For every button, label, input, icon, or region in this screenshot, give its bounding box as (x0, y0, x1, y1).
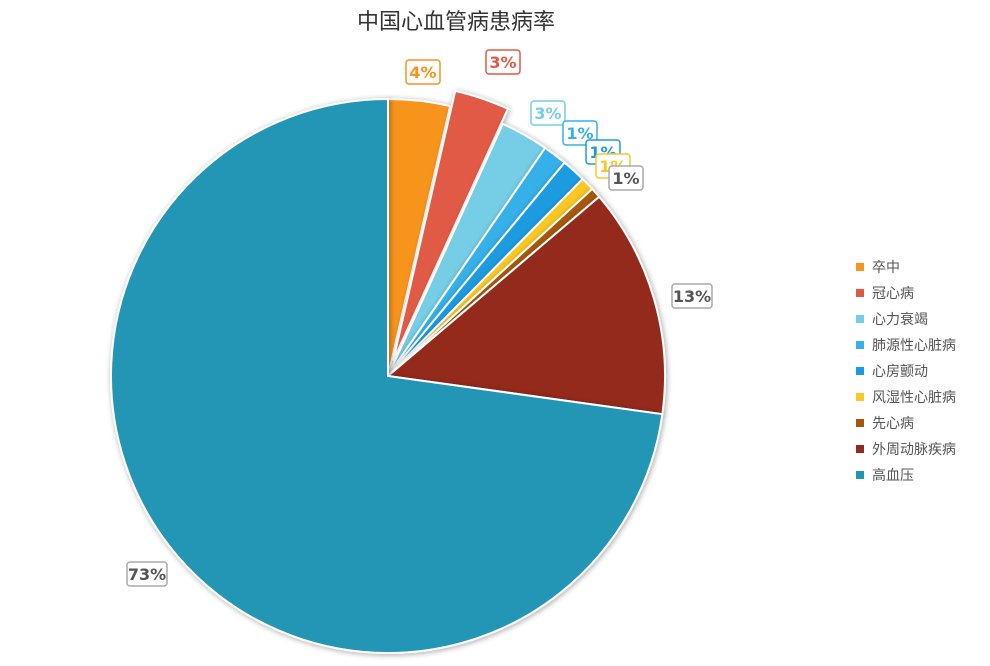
legend-swatch (856, 341, 864, 349)
data-label-box (608, 165, 644, 191)
legend-item[interactable]: 肺源性心脏病 (856, 332, 956, 358)
legend-label: 外周动脉疾病 (872, 442, 956, 458)
legend-item[interactable]: 卒中 (856, 254, 956, 280)
legend-swatch (856, 263, 864, 271)
legend-item[interactable]: 心房颤动 (856, 358, 956, 384)
data-label: 13% (671, 283, 713, 309)
legend-item[interactable]: 先心病 (856, 410, 956, 436)
data-label-box (671, 283, 713, 309)
legend-label: 卒中 (872, 260, 900, 276)
data-label: 1% (608, 165, 644, 191)
data-label-box (405, 59, 441, 85)
legend-swatch (856, 419, 864, 427)
legend-label: 肺源性心脏病 (872, 338, 956, 354)
legend-label: 心房颤动 (872, 364, 928, 380)
pie-slice[interactable] (392, 89, 510, 362)
data-label-text: 4% (409, 63, 436, 82)
legend-label: 先心病 (872, 416, 914, 432)
legend-label: 高血压 (872, 468, 914, 484)
data-label-box (126, 561, 168, 587)
legend: 卒中冠心病心力衰竭肺源性心脏病 心房颤动风湿性心脏病 先心病外周动脉疾病 高血压 (856, 254, 956, 488)
data-label: 4% (405, 59, 441, 85)
data-label-text: 1% (566, 124, 593, 143)
legend-item[interactable]: 冠心病 (856, 280, 956, 306)
data-label: 3% (485, 49, 521, 75)
data-label-text: 3% (534, 104, 561, 123)
legend-label: 风湿性心脏病 (872, 390, 956, 406)
data-label: 3% (530, 100, 566, 126)
pie-slice[interactable] (110, 97, 664, 654)
chart-title: 中国心血管病患病率 (356, 10, 555, 35)
legend-swatch (856, 471, 864, 479)
legend-swatch (856, 393, 864, 401)
data-label-box (485, 49, 521, 75)
data-label: 1% (562, 120, 598, 146)
data-label: 73% (126, 561, 168, 587)
legend-item[interactable]: 心力衰竭 (856, 306, 956, 332)
data-label-text: 73% (128, 565, 166, 584)
legend-swatch (856, 315, 864, 323)
data-label-text: 13% (673, 287, 711, 306)
data-label-text: 1% (612, 169, 639, 188)
legend-label: 冠心病 (872, 286, 914, 302)
legend-item[interactable]: 高血压 (856, 462, 956, 488)
legend-label: 心力衰竭 (872, 312, 928, 328)
legend-swatch (856, 367, 864, 375)
data-label-text: 3% (489, 53, 516, 72)
legend-swatch (856, 445, 864, 453)
legend-item[interactable]: 风湿性心脏病 (856, 384, 956, 410)
pie-slice[interactable] (385, 195, 666, 416)
data-label-box (562, 120, 598, 146)
legend-item[interactable]: 外周动脉疾病 (856, 436, 956, 462)
legend-swatch (856, 289, 864, 297)
data-label-box (530, 100, 566, 126)
